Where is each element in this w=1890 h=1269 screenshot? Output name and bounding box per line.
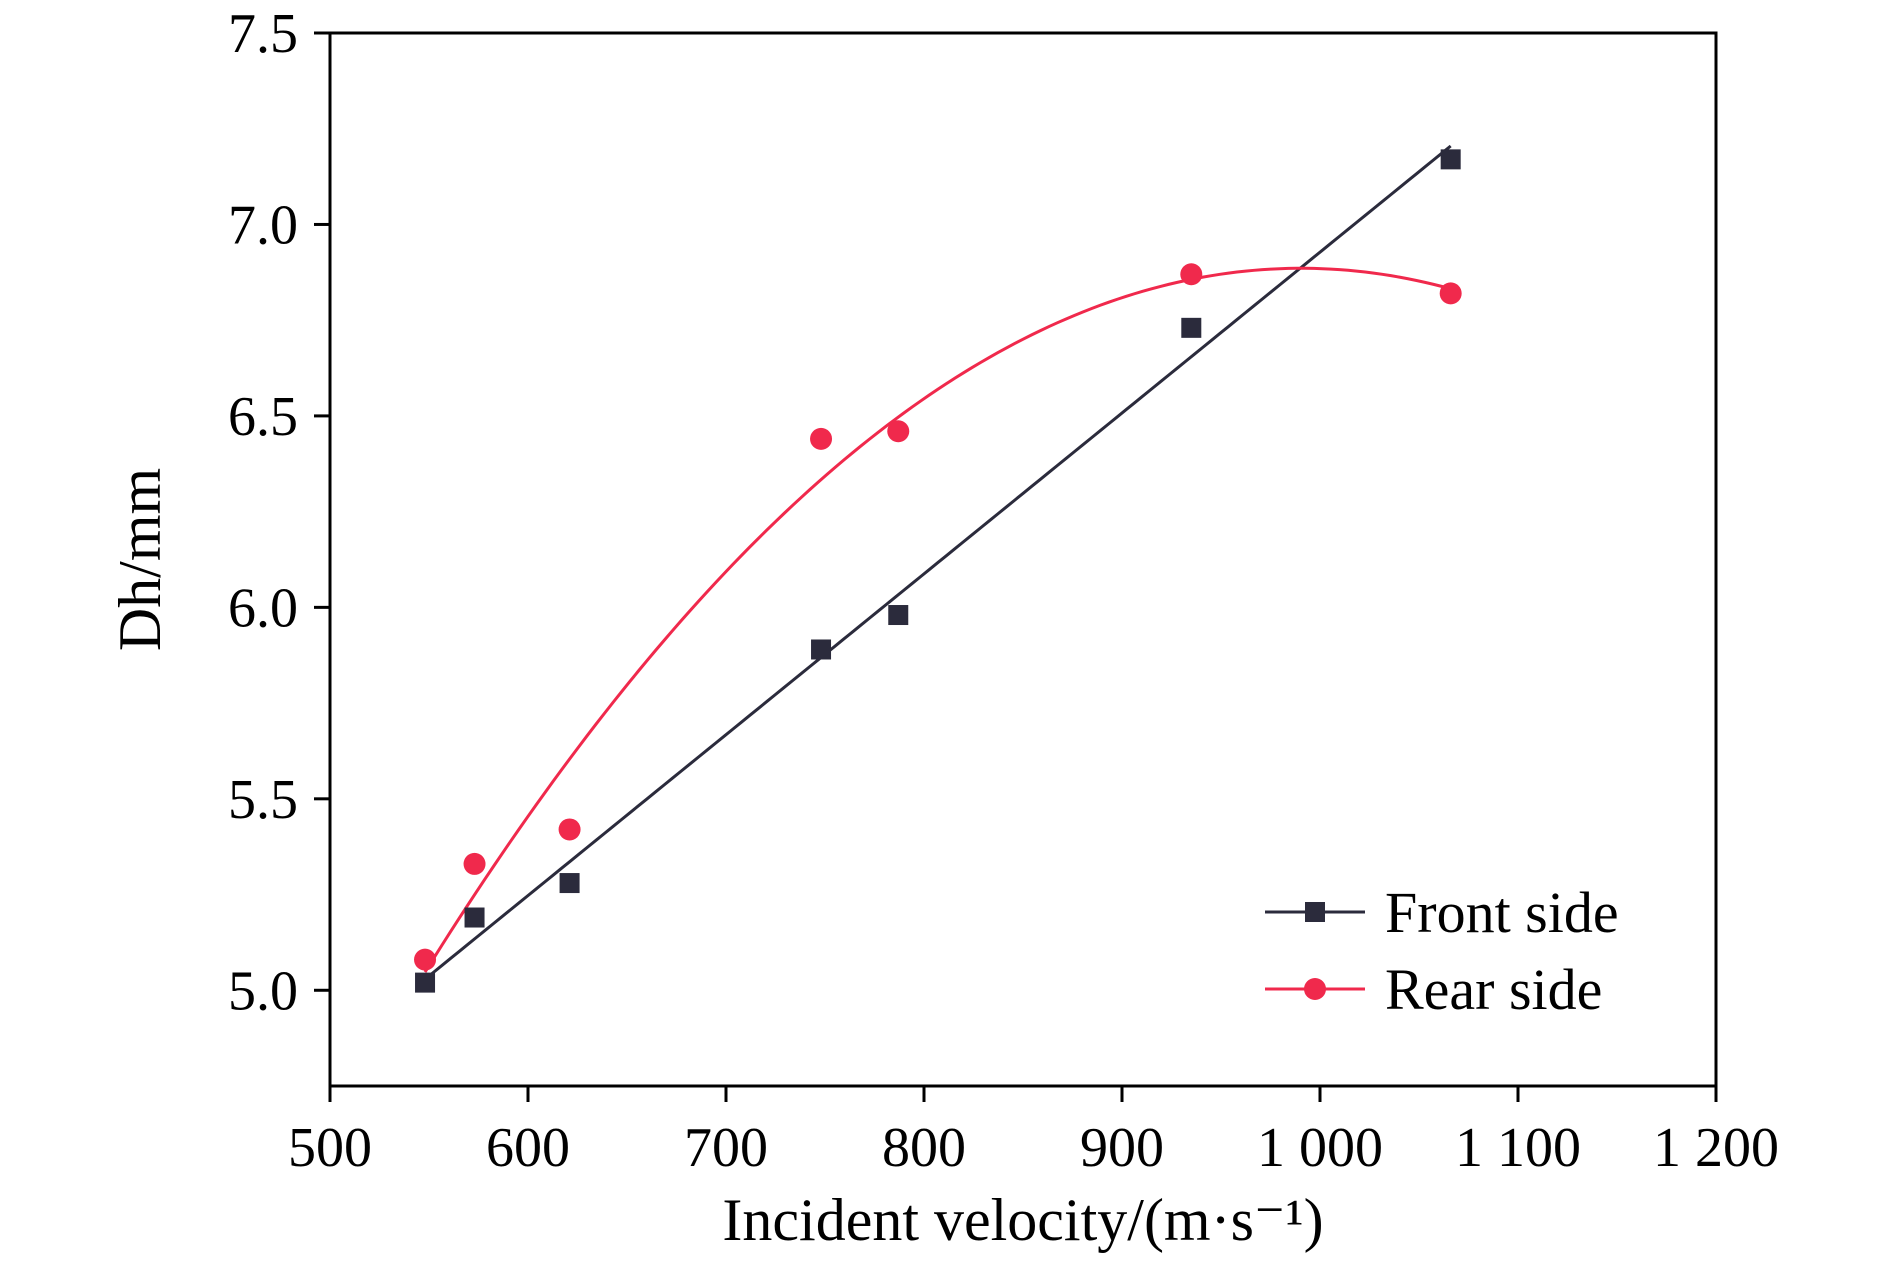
x-tick-label: 1 100 [1455,1117,1581,1179]
legend-marker-square [1305,902,1325,922]
data-point-square [559,873,580,894]
legend-label: Front side [1385,880,1619,945]
x-tick-label: 600 [486,1117,570,1179]
data-point-circle [887,420,910,443]
data-point-square [1181,317,1202,338]
fit-lines [423,144,1452,981]
y-axis-title: Dh/mm [107,468,173,651]
legend-marker-circle [1304,978,1326,1000]
data-point-circle [558,818,581,841]
y-tick-label: 5.5 [228,769,298,831]
data-markers [414,149,1462,993]
x-tick-label: 900 [1080,1117,1164,1179]
data-point-circle [414,948,437,971]
x-tick-label: 500 [288,1117,372,1179]
legend: Front side Rear side [1265,880,1619,1022]
fit-line-series-0 [424,144,1452,981]
axes: 500 600 700 800 900 1 000 1 100 1 200 5.0 5.5 6.0 6… [228,3,1779,1179]
data-point-square [464,907,485,928]
x-tick-label: 800 [882,1117,966,1179]
y-tick-label: 6.0 [228,577,298,639]
y-tick-label: 5.0 [228,960,298,1022]
x-tick-label: 700 [684,1117,768,1179]
data-point-square [1440,149,1461,170]
y-tick-label: 7.5 [228,3,298,65]
fit-line-series-1 [423,266,1452,973]
x-tick-label: 1 200 [1653,1117,1779,1179]
data-point-circle [1439,282,1462,305]
data-point-circle [810,427,833,450]
data-point-square [415,972,436,993]
data-point-circle [463,852,486,875]
plot-frame [328,31,1718,1088]
data-point-square [811,639,832,660]
y-tick-label: 6.5 [228,386,298,448]
legend-label: Rear side [1385,957,1602,1022]
x-axis-title: Incident velocity/(m·s⁻¹) [722,1187,1323,1253]
data-point-square [888,605,909,626]
y-tick-label: 7.0 [228,194,298,256]
data-point-circle [1180,263,1203,286]
x-tick-label: 1 000 [1257,1117,1383,1179]
